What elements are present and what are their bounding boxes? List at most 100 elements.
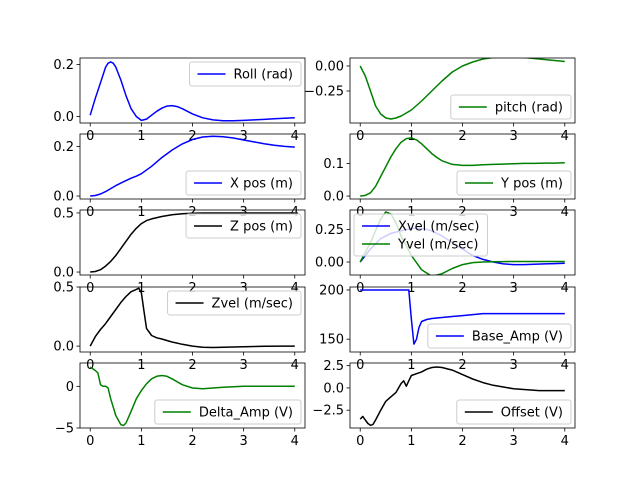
x-tick-label: 2 [458,434,466,449]
series-line-2 [359,211,565,275]
x-tick-label: 3 [509,434,517,449]
x-tick-label: 0 [356,358,364,373]
x-tick-label: 4 [561,358,569,373]
x-tick-label: 3 [509,129,517,144]
subplot-9: 0 1 2 3 4 −5 0 Delta_Amp (V) [55,362,306,449]
x-tick-label: 0 [86,205,94,220]
x-tick-label: 1 [407,129,415,144]
y-tick-label: 0.0 [323,190,344,205]
x-tick-label: 4 [291,281,299,296]
x-tick-label: 1 [137,129,145,144]
legend-box [185,170,302,196]
series-line-1 [360,137,565,197]
x-tick-label: 0 [356,281,364,296]
x-tick-label: 1 [137,205,145,220]
legend-box [154,399,302,425]
x-tick-label: 0 [86,358,94,373]
x-tick-label: 4 [561,281,569,296]
legend-label: Delta_Amp (V) [199,406,293,421]
y-tick-label: 0.0 [53,340,74,355]
x-tick-label: 2 [458,205,466,220]
legend-label: Offset (V) [501,406,563,421]
legend-box [185,213,302,239]
series-line-1 [90,135,295,197]
legend-label: Z pos (m) [230,220,293,235]
subplot-2: 0 1 2 3 4 0.00 −0.25 pitch (rad) [304,57,576,144]
y-tick-label: 0.0 [53,110,74,125]
legend-label: Y pos (m) [500,177,563,192]
legend: Xvel (m/sec) Yvel (m/sec) [353,213,488,257]
x-tick-label: 3 [239,434,247,449]
series-line-1 [89,366,295,427]
x-tick-label: 0 [356,434,364,449]
legend-box [456,399,572,425]
y-tick-label: 0.1 [323,157,344,172]
legend: pitch (rad) [450,94,572,120]
legend-box [450,94,572,120]
legend-label: X pos (m) [230,177,293,192]
series-line-1 [360,289,565,345]
subplot-10: 0 1 2 3 4 2.5 0.0 −2.5 Offset (V) [312,359,576,449]
x-tick-label: 1 [137,281,145,296]
series-line-1 [359,366,565,427]
series-line-1 [89,287,295,349]
y-tick-label: −5 [55,422,74,437]
x-tick-label: 3 [239,358,247,373]
x-tick-label: 4 [561,434,569,449]
x-tick-label: 0 [86,434,94,449]
legend-box [427,323,572,349]
y-tick-label: 0.0 [53,190,74,205]
x-tick-label: 1 [407,205,415,220]
subplot-5: 0 1 2 3 40.00.5Z pos (m) [53,206,306,296]
legend-box [353,213,488,257]
legend-label: Zvel (m/sec) [212,297,293,312]
x-tick-label: 2 [458,281,466,296]
legend-box [167,290,302,316]
y-tick-label: 0.5 [53,281,74,296]
x-tick-label: 4 [291,358,299,373]
legend: Base_Amp (V) [427,323,572,349]
legend-label: Base_Amp (V) [472,330,563,345]
x-tick-label: 3 [239,129,247,144]
subplot-8: 0 1 2 3 4 150 200 Base_Amp (V) [319,283,576,373]
legend-label: Roll (rad) [234,68,293,83]
series-line-1 [90,212,295,273]
x-tick-label: 0 [86,281,94,296]
x-tick-label: 1 [137,434,145,449]
x-tick-label: 4 [291,434,299,449]
x-tick-label: 3 [239,281,247,296]
x-tick-label: 2 [188,129,196,144]
subplot-3: 0 1 2 3 40.00.2X pos (m) [53,133,306,220]
x-tick-label: 0 [356,129,364,144]
x-tick-label: 2 [458,358,466,373]
y-tick-label: −0.25 [304,85,344,100]
y-tick-label: 0.5 [53,206,74,221]
legend: Y pos (m) [456,170,572,196]
x-tick-label: 2 [458,129,466,144]
subplot-1: 0 1 2 3 4 0.0 0.2 Roll (rad) [53,57,306,144]
x-tick-label: 1 [137,358,145,373]
y-tick-label: 0.0 [323,381,344,396]
y-tick-label: 0.00 [315,60,344,75]
y-tick-label: 0.2 [53,58,74,73]
x-tick-label: 4 [561,129,569,144]
subplot-7: 0 1 2 3 4 0.0 0.5 Zvel (m/sec) [53,281,306,373]
subplot-6: 0 1 2 3 4 0.00 0.25 Xvel (m/sec) Yvel (m/sec) [315,209,576,296]
legend: Offset (V) [456,399,572,425]
subplot-4: 0 1 2 3 4 0.0 0.1 Y pos (m) [323,133,576,220]
x-tick-label: 1 [407,281,415,296]
legend-box [189,61,302,87]
legend-box [456,170,572,196]
y-tick-label: 0.25 [315,223,344,238]
legend: X pos (m) [185,170,302,196]
y-tick-label: −2.5 [312,404,344,419]
legend: Roll (rad) [189,61,302,87]
legend-label: pitch (rad) [495,101,563,116]
series-line-1 [359,58,565,120]
legend: Z pos (m) [185,213,302,239]
x-tick-label: 4 [291,129,299,144]
y-tick-label: 0.2 [53,140,74,155]
x-tick-label: 3 [509,358,517,373]
x-tick-label: 0 [356,205,364,220]
legend: Zvel (m/sec) [167,290,302,316]
